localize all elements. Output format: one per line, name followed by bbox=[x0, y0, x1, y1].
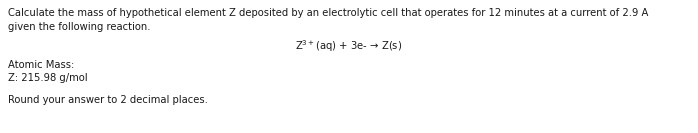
Text: Z$^{3+}$(aq) + 3e- → Z(s): Z$^{3+}$(aq) + 3e- → Z(s) bbox=[295, 38, 403, 54]
Text: Z: 215.98 g/mol: Z: 215.98 g/mol bbox=[8, 73, 88, 83]
Text: Round your answer to 2 decimal places.: Round your answer to 2 decimal places. bbox=[8, 95, 208, 105]
Text: given the following reaction.: given the following reaction. bbox=[8, 22, 151, 32]
Text: Calculate the mass of hypothetical element Z deposited by an electrolytic cell t: Calculate the mass of hypothetical eleme… bbox=[8, 8, 648, 18]
Text: Atomic Mass:: Atomic Mass: bbox=[8, 60, 74, 70]
